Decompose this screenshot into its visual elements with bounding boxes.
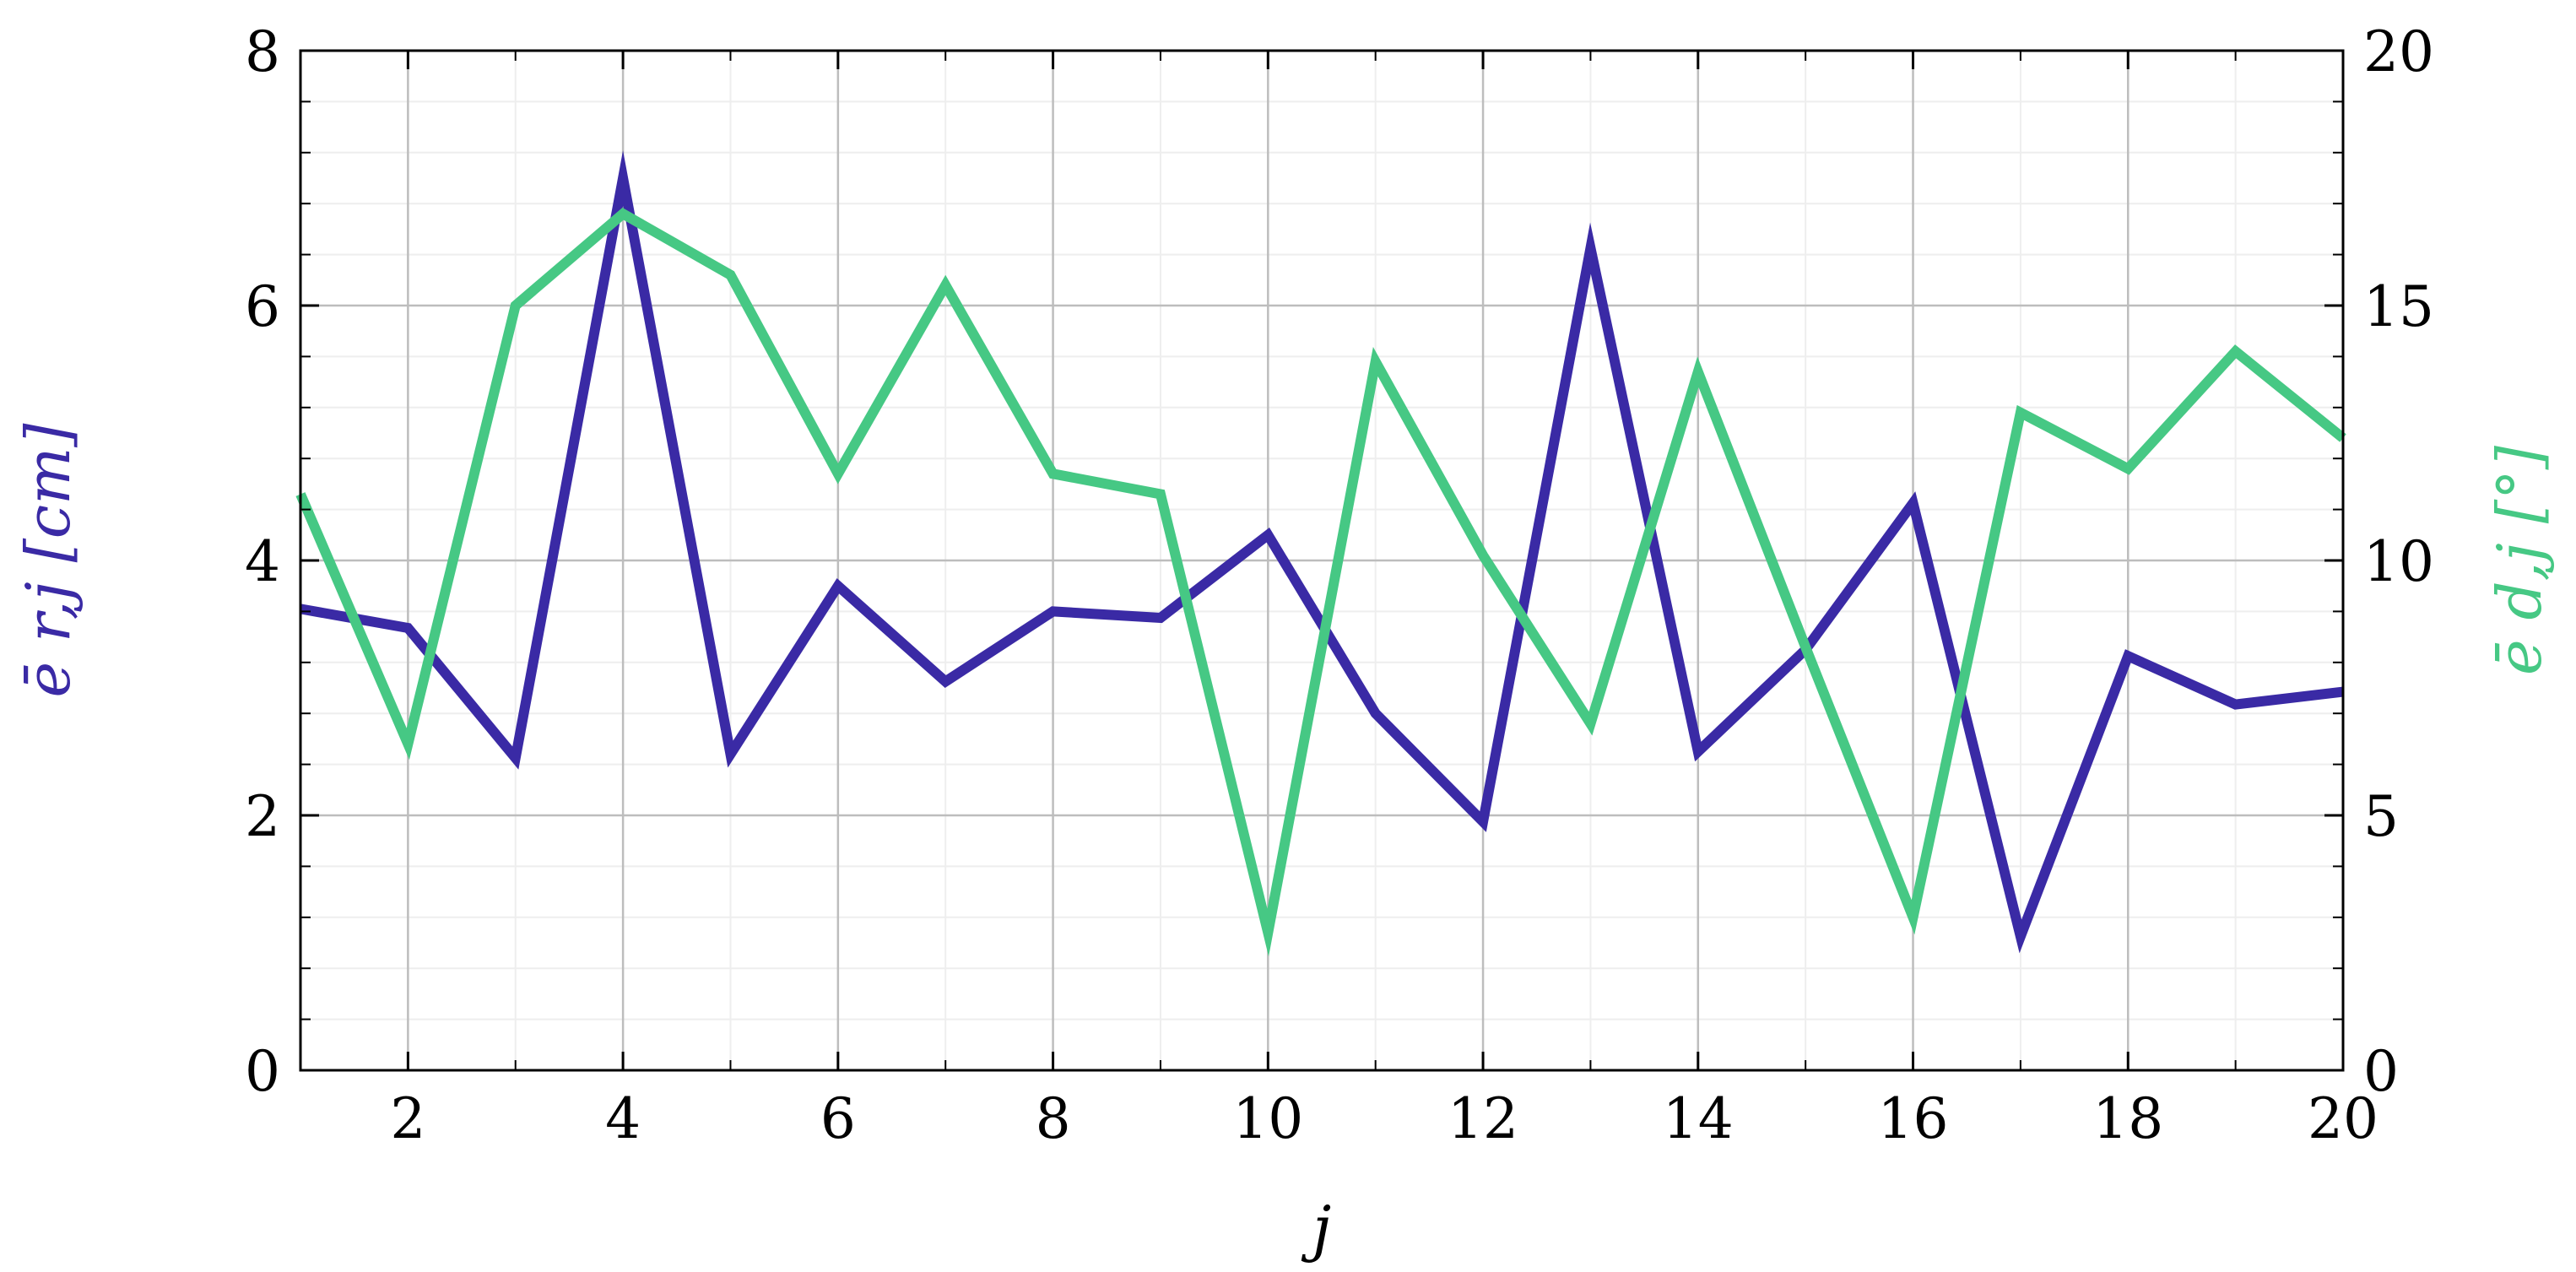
x-tick-label: 4	[605, 1086, 641, 1151]
x-tick-label: 8	[1036, 1086, 1071, 1151]
tick-marks	[300, 49, 2345, 1072]
x-tick-label: 2	[390, 1086, 425, 1151]
x-tick-label: 18	[2092, 1086, 2163, 1151]
x-tick-label: 6	[820, 1086, 856, 1151]
x-axis-label: j	[1301, 1193, 1331, 1264]
series-line-ed	[295, 207, 2346, 957]
right-y-tick-label: 20	[2363, 19, 2434, 84]
right-y-axis-label: ē d,j [°]	[2484, 445, 2555, 675]
right-y-tick-label: 15	[2363, 274, 2434, 339]
right-y-tick-label: 10	[2363, 529, 2434, 594]
left-y-tick-label: 0	[245, 1039, 280, 1104]
x-tick-label: 10	[1232, 1086, 1303, 1151]
left-y-tick-label: 8	[245, 19, 280, 84]
right-y-tick-label: 0	[2363, 1039, 2399, 1104]
right-y-tick-label: 5	[2363, 784, 2399, 849]
x-tick-label: 20	[2308, 1086, 2378, 1151]
series-layer	[295, 150, 2346, 957]
left-y-tick-label: 6	[245, 274, 280, 339]
series-line-er	[299, 150, 2344, 954]
x-tick-label: 14	[1663, 1086, 1734, 1151]
left-y-tick-label: 4	[245, 529, 280, 594]
left-y-axis-label: ē r,j [cm]	[13, 423, 84, 698]
left-y-tick-label: 2	[245, 784, 280, 849]
x-tick-label: 16	[1878, 1086, 1949, 1151]
x-tick-label: 12	[1448, 1086, 1518, 1151]
